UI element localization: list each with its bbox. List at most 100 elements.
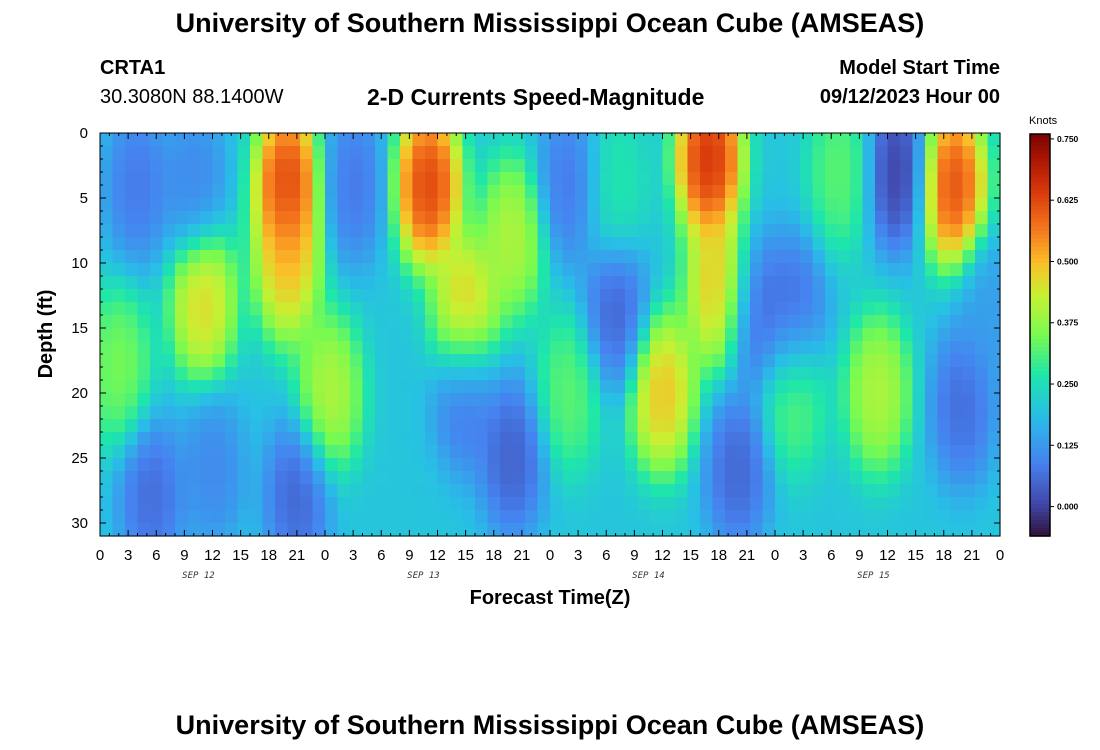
heatmap-cell (662, 419, 676, 433)
heatmap-cell (425, 380, 439, 394)
heatmap-cell (600, 523, 614, 537)
heatmap-cell (762, 497, 776, 511)
heatmap-cell (862, 250, 876, 264)
heatmap-cell (825, 328, 839, 342)
heatmap-cell (362, 198, 376, 212)
heatmap-cell (750, 302, 764, 316)
heatmap-cell (262, 445, 276, 459)
heatmap-cell (675, 250, 689, 264)
heatmap-cell (200, 406, 214, 420)
x-tick-label: 12 (429, 547, 446, 564)
heatmap-cell (812, 133, 826, 147)
heatmap-cell (225, 380, 239, 394)
heatmap-cell (312, 471, 326, 485)
heatmap-cell (400, 432, 414, 446)
heatmap-cell (550, 302, 564, 316)
heatmap-cell (737, 289, 751, 303)
heatmap-cell (387, 406, 401, 420)
heatmap-cell (387, 263, 401, 277)
heatmap-cell (912, 523, 926, 537)
heatmap-cell (212, 419, 226, 433)
heatmap-cell (525, 510, 539, 524)
heatmap-cell (925, 484, 939, 498)
heatmap-cell (737, 380, 751, 394)
heatmap-cell (362, 406, 376, 420)
heatmap-cell (862, 419, 876, 433)
heatmap-cell (200, 172, 214, 186)
heatmap-cell (775, 497, 789, 511)
heatmap-cell (587, 380, 601, 394)
heatmap-cell (287, 510, 301, 524)
heatmap-cell (600, 276, 614, 290)
heatmap-cell (800, 250, 814, 264)
heatmap-cell (737, 471, 751, 485)
colorbar-segment (1030, 174, 1050, 179)
heatmap-cell (200, 211, 214, 225)
heatmap-cell (412, 146, 426, 160)
heatmap-cell (162, 458, 176, 472)
heatmap-cell (537, 367, 551, 381)
heatmap-cell (737, 276, 751, 290)
heatmap-cell (700, 393, 714, 407)
heatmap-cell (825, 471, 839, 485)
heatmap-cell (200, 198, 214, 212)
heatmap-cell (150, 445, 164, 459)
heatmap-cell (225, 328, 239, 342)
heatmap-cell (962, 276, 976, 290)
heatmap-cell (512, 159, 526, 173)
heatmap-cell (112, 198, 126, 212)
heatmap-cell (487, 315, 501, 329)
heatmap-cell (837, 133, 851, 147)
heatmap-cell (412, 523, 426, 537)
heatmap-cell (337, 510, 351, 524)
heatmap-cell (400, 224, 414, 238)
heatmap-cell (850, 432, 864, 446)
heatmap-cell (525, 458, 539, 472)
heatmap-cell (700, 159, 714, 173)
heatmap-cell (962, 159, 976, 173)
heatmap-cell (775, 523, 789, 537)
heatmap-cell (975, 172, 989, 186)
heatmap-cell (412, 354, 426, 368)
heatmap-cell (112, 276, 126, 290)
heatmap-cell (512, 458, 526, 472)
heatmap-cell (112, 263, 126, 277)
heatmap-cell (550, 276, 564, 290)
heatmap-cell (812, 445, 826, 459)
heatmap-cell (487, 510, 501, 524)
heatmap-cell (862, 432, 876, 446)
heatmap-cell (312, 406, 326, 420)
heatmap-cell (375, 484, 389, 498)
colorbar-segment (1030, 503, 1050, 509)
heatmap-cell (187, 172, 201, 186)
heatmap-cell (275, 484, 289, 498)
heatmap-cell (362, 523, 376, 537)
heatmap-cell (737, 237, 751, 251)
heatmap-cell (437, 302, 451, 316)
heatmap-cell (237, 185, 251, 199)
heatmap-cell (950, 406, 964, 420)
heatmap-cell (762, 523, 776, 537)
heatmap-cell (687, 211, 701, 225)
heatmap-cell (862, 211, 876, 225)
heatmap-cell (250, 159, 264, 173)
colorbar-segment (1030, 158, 1050, 163)
heatmap-cell (300, 172, 314, 186)
colorbar-segment (1030, 222, 1050, 228)
heatmap-cell (562, 302, 576, 316)
heatmap-cell (587, 198, 601, 212)
heatmap-cell (800, 159, 814, 173)
heatmap-cell (100, 185, 114, 199)
heatmap-cell (800, 341, 814, 355)
colorbar-segment (1030, 330, 1050, 336)
heatmap-cell (737, 328, 751, 342)
heatmap-cell (875, 497, 889, 511)
colorbar-segment (1030, 387, 1050, 392)
heatmap-cell (837, 224, 851, 238)
heatmap-cell (650, 289, 664, 303)
heatmap-cell (812, 367, 826, 381)
heatmap-cell (250, 237, 264, 251)
heatmap-cell (500, 432, 514, 446)
heatmap-cell (775, 315, 789, 329)
heatmap-cell (125, 315, 139, 329)
